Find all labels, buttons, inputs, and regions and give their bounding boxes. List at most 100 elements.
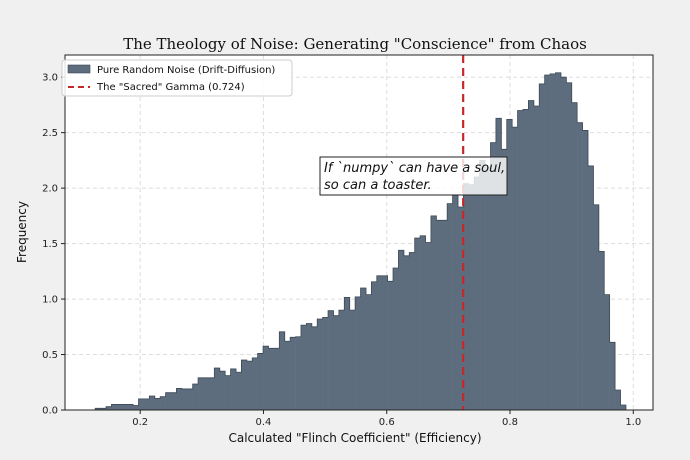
histogram-bar xyxy=(160,396,166,410)
histogram-bar xyxy=(593,204,600,410)
histogram-bar xyxy=(409,252,415,410)
histogram-bar xyxy=(474,177,480,410)
histogram-bar xyxy=(338,310,345,410)
histogram-bar xyxy=(225,375,231,410)
histogram-bar xyxy=(566,82,573,410)
histogram-bar xyxy=(192,384,199,410)
histogram-bar xyxy=(550,73,556,410)
histogram-bar xyxy=(241,360,248,410)
chart-title: The Theology of Noise: Generating "Consc… xyxy=(123,35,587,53)
histogram-bar xyxy=(133,405,139,410)
histogram-bar xyxy=(355,296,361,410)
y-tick-label: 0.5 xyxy=(42,350,58,361)
histogram-bar xyxy=(203,377,210,410)
histogram-bar xyxy=(517,110,524,410)
histogram-bar xyxy=(522,109,529,410)
histogram-bar xyxy=(230,368,237,410)
x-tick-label: 0.4 xyxy=(256,417,272,428)
histogram-bar xyxy=(539,83,545,410)
histogram-bar xyxy=(171,392,177,410)
y-tick-label: 2.5 xyxy=(42,128,58,139)
histogram-bar xyxy=(382,275,388,410)
histogram-bar xyxy=(533,106,540,410)
histogram-bar xyxy=(582,130,589,410)
legend: Pure Random Noise (Drift-Diffusion) The … xyxy=(61,59,293,97)
histogram-bar xyxy=(587,165,594,410)
histogram-bar xyxy=(458,206,464,410)
histogram-bar xyxy=(268,348,275,410)
histogram-bar xyxy=(154,398,161,410)
legend-box xyxy=(61,59,293,97)
y-axis-label: Frequency xyxy=(15,201,29,263)
histogram-bar xyxy=(279,331,286,410)
histogram-bar xyxy=(149,396,156,410)
histogram-bar xyxy=(290,337,296,410)
histogram-bar xyxy=(176,388,183,410)
annotation-line-1: If `numpy` can have a soul, xyxy=(324,161,505,176)
histogram-bar xyxy=(322,317,329,410)
histogram-bar xyxy=(349,310,356,410)
histogram-outline xyxy=(94,72,627,410)
histogram-bar xyxy=(138,398,145,410)
x-tick-label: 0.2 xyxy=(132,417,148,428)
histogram-bar xyxy=(317,319,323,410)
histogram-bar xyxy=(560,77,567,410)
histogram-bar xyxy=(165,392,172,410)
histogram-bar xyxy=(208,377,215,410)
histogram-bar xyxy=(100,408,107,410)
histogram-bar xyxy=(376,275,383,410)
x-tick-label: 0.8 xyxy=(502,417,518,428)
histogram-bar xyxy=(333,315,340,410)
histogram-bar xyxy=(506,119,513,410)
histogram-bar xyxy=(468,184,475,410)
y-tick-label: 3.0 xyxy=(42,73,58,84)
histogram-bar xyxy=(371,281,378,410)
histogram-bar xyxy=(420,235,426,410)
y-tick-label: 1.0 xyxy=(42,295,58,306)
x-ticks: 0.2 0.4 0.6 0.8 1.0 xyxy=(132,410,641,428)
y-tick-label: 2.0 xyxy=(42,184,58,195)
histogram-bar xyxy=(609,342,616,410)
histogram-bar xyxy=(344,297,351,410)
histogram-bars xyxy=(94,72,627,410)
y-tick-label: 0.0 xyxy=(42,406,58,417)
histogram-bar xyxy=(447,203,453,410)
annotation: If `numpy` can have a soul, so can a toa… xyxy=(319,156,508,196)
legend-label-gamma: The "Sacred" Gamma (0.724) xyxy=(96,82,245,93)
histogram-bar xyxy=(300,325,307,410)
histogram-bar xyxy=(111,404,118,410)
histogram-bar xyxy=(393,268,399,410)
histogram-bar xyxy=(495,118,502,410)
histogram-bar xyxy=(360,287,367,410)
histogram-bar xyxy=(479,160,486,410)
histogram-bar xyxy=(528,100,535,410)
histogram-bar xyxy=(273,348,280,410)
legend-swatch-noise xyxy=(67,64,91,74)
histogram-bar xyxy=(122,404,128,410)
annotation-box xyxy=(319,156,508,196)
histogram-bar xyxy=(365,294,372,410)
histogram-bar xyxy=(181,388,188,410)
histogram-bar xyxy=(219,371,226,410)
histogram-bar xyxy=(512,127,518,410)
annotation-line-2: so can a toaster. xyxy=(324,178,432,193)
histogram-bar xyxy=(398,250,405,410)
histogram-bar xyxy=(246,361,253,410)
histogram-bar xyxy=(463,183,470,410)
histogram-bar xyxy=(425,242,432,410)
histogram-bar xyxy=(116,404,123,410)
histogram-bar xyxy=(430,215,437,410)
histogram-bar xyxy=(143,398,150,410)
histogram-bar xyxy=(235,372,242,410)
axes-frame xyxy=(64,54,654,411)
histogram-bar xyxy=(615,390,621,410)
x-tick-label: 1.0 xyxy=(625,417,641,428)
histogram-bar xyxy=(441,220,448,410)
histogram-bar xyxy=(311,326,318,410)
histogram-bar xyxy=(106,406,112,410)
histogram-bar xyxy=(252,357,258,410)
histogram-bar xyxy=(571,102,578,410)
histogram-bar xyxy=(198,377,204,410)
histogram-bar xyxy=(414,238,421,410)
